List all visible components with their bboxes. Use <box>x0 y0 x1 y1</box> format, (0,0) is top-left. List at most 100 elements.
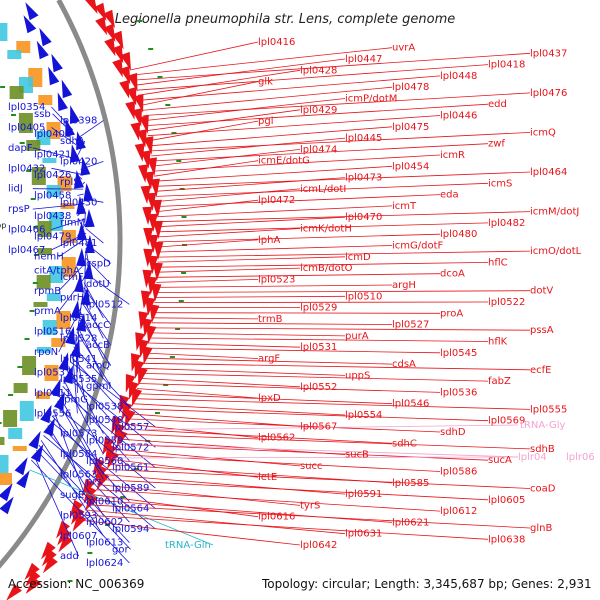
gene-label: lpl0552 <box>300 382 337 393</box>
trna-label: tRNA-Gly <box>520 420 565 431</box>
leader-line <box>110 458 259 478</box>
gene-label: lpl0511 <box>34 388 71 399</box>
leader-line <box>155 284 393 288</box>
leader-line <box>87 504 531 529</box>
leader-line <box>130 41 259 71</box>
feature-block <box>36 275 51 289</box>
outer-tick <box>157 76 163 78</box>
leader-line <box>153 154 441 172</box>
inner-tick <box>0 86 6 88</box>
gene-label: lpl0405 <box>8 122 45 133</box>
leader-line <box>157 228 301 238</box>
leader-line <box>95 489 441 512</box>
gene-label: rpmG <box>60 395 88 406</box>
feature-block <box>19 401 34 421</box>
leader-line <box>51 233 87 251</box>
leader-line <box>83 282 104 319</box>
leader-line <box>142 367 346 376</box>
feature-block <box>0 437 5 445</box>
leader-line <box>152 317 259 320</box>
gene-label: lpl0428 <box>300 65 337 76</box>
reverse-gene-arrow <box>83 183 94 202</box>
leader-line <box>157 239 259 248</box>
leader-line <box>84 213 86 223</box>
feature-block <box>26 140 41 151</box>
leader-line <box>77 174 83 180</box>
gene-label: rpsP <box>8 204 30 215</box>
forward-gene-arrow <box>146 325 157 344</box>
backbone-arc <box>0 0 123 569</box>
leader-line <box>156 279 259 283</box>
gene-label: lpl0438 <box>34 211 71 222</box>
leader-line <box>154 295 346 298</box>
leader-line <box>101 479 489 501</box>
gene-label: lpl0557 <box>112 422 149 433</box>
gene-label: argF <box>258 354 280 365</box>
leader-line <box>157 250 531 258</box>
leader-line <box>51 415 130 502</box>
gene-label: lpl0536 <box>440 387 477 398</box>
forward-gene-arrow <box>95 16 108 36</box>
leader-line <box>151 322 393 325</box>
gene-label: lpl0591 <box>345 489 382 500</box>
leader-line <box>132 403 346 416</box>
reverse-gene-arrow <box>36 40 49 60</box>
gene-label: lpl0481 <box>60 238 97 249</box>
gene-label: purA <box>345 331 369 342</box>
leader-line <box>80 161 104 170</box>
gene-label: lpl0572 <box>112 442 149 453</box>
forward-gene-arrow <box>125 101 135 120</box>
outer-tick <box>67 580 73 582</box>
gene-label: lpl0418 <box>488 60 525 71</box>
leader-line <box>53 410 86 496</box>
gene-label: citA/tphA <box>34 265 80 276</box>
forward-gene-arrow <box>103 23 116 43</box>
gene-label: lpl0416 <box>258 37 295 48</box>
leader-line <box>90 499 393 523</box>
gene-label: lpl0538 <box>86 402 123 413</box>
feature-block <box>42 320 57 335</box>
leader-line <box>73 346 130 407</box>
gene-label: lpl0421 <box>34 150 71 161</box>
outer-tick <box>178 300 184 302</box>
leader-line <box>51 167 82 175</box>
gene-label: sucB <box>345 450 369 461</box>
gene-label: rpmB <box>34 286 61 297</box>
gene-label: lpl0564 <box>112 504 149 515</box>
outer-tick <box>163 384 169 386</box>
feature-block <box>31 167 46 185</box>
reverse-gene-arrow <box>57 92 68 112</box>
gene-label: succ <box>300 461 323 472</box>
gene-label: lpl0528 <box>60 333 97 344</box>
gene-label: lpl0585 <box>392 478 429 489</box>
feature-block <box>18 113 33 133</box>
gene-label: lpl0555 <box>530 404 567 415</box>
gene-label: dcoA <box>440 269 465 280</box>
forward-gene-arrow <box>112 30 124 50</box>
gene-label: lpl0631 <box>345 529 382 540</box>
gene-label: lpl0594 <box>112 524 149 535</box>
forward-gene-arrow <box>85 0 98 15</box>
leader-line <box>78 519 301 546</box>
forward-gene-arrow <box>149 178 160 197</box>
gene-label: sdhA <box>60 136 85 147</box>
gene-label: trmB <box>258 314 283 325</box>
reverse-gene-arrow <box>76 222 87 241</box>
leader-line <box>82 181 86 185</box>
gene-label: lpl0621 <box>392 517 429 528</box>
leader-line <box>137 69 301 96</box>
leader-line <box>51 127 77 146</box>
gene-label: zwf <box>488 139 505 150</box>
leader-line <box>108 464 393 484</box>
gene-label: sugE <box>60 490 84 501</box>
gene-label: uvrA <box>392 43 415 54</box>
feature-block <box>61 257 76 277</box>
inner-tick <box>34 254 39 256</box>
inner-tick <box>0 422 2 424</box>
leader-line <box>144 357 393 365</box>
leader-line <box>80 312 104 359</box>
gene-label: icmT <box>392 201 417 212</box>
leader-line <box>141 86 393 111</box>
inner-tick <box>26 170 32 172</box>
gene-label: lpl0522 <box>488 297 525 308</box>
